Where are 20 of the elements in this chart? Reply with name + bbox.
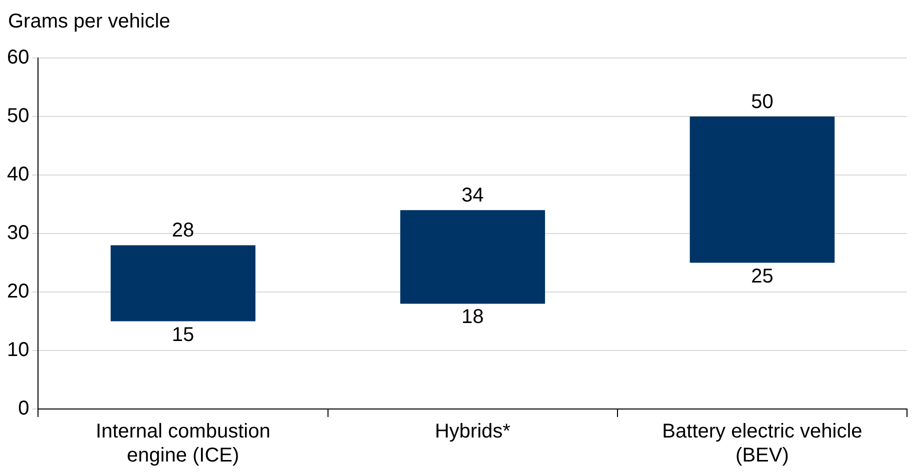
bar [690,116,835,263]
annotation: 15 [172,324,194,346]
annotation: 50 [751,91,774,114]
y-axis-title: Grams per vehicle [8,10,170,33]
x-tick-label: Internal combustion engine (ICE) [96,420,270,467]
y-tick-label: 60 [6,46,30,69]
y-tick-label: 20 [6,280,30,303]
x-tick-label: Battery electric vehicle (BEV) [662,420,862,467]
annotation: 25 [751,265,774,288]
y-tick-label: 10 [6,339,30,362]
annotation: 34 [462,184,484,207]
y-tick-label: 0 [18,398,30,420]
annotation: 18 [462,306,484,328]
annotation: 28 [172,220,194,242]
y-tick-label: 40 [6,164,30,186]
y-tick-label: 50 [6,105,30,128]
bar [400,210,546,304]
x-tick-label: Hybrids* [434,420,511,443]
bar [110,245,256,322]
y-tick-label: 30 [6,222,30,244]
